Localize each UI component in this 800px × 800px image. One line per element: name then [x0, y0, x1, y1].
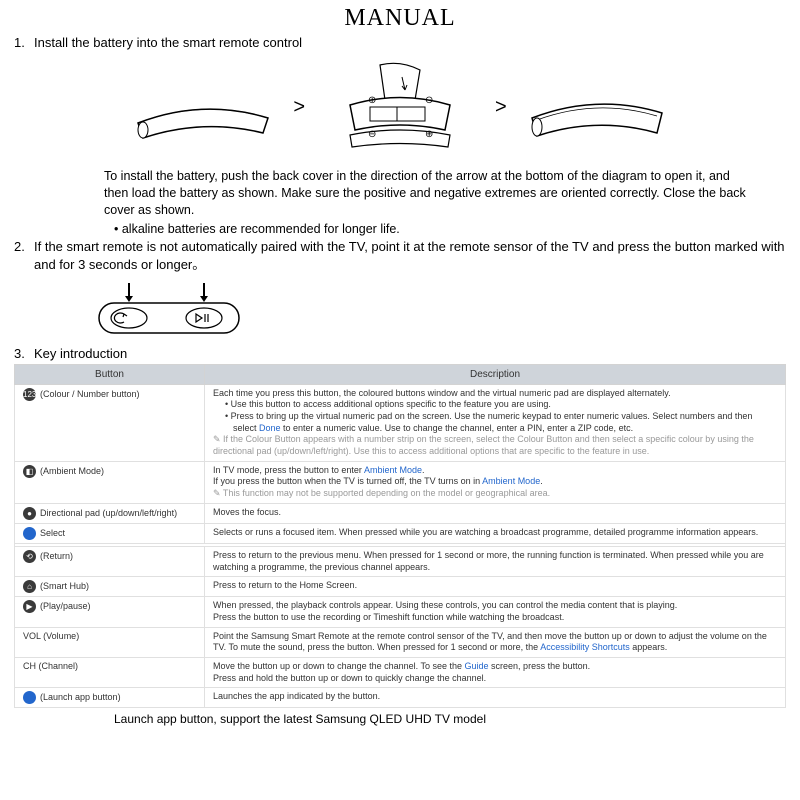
- svg-text:⊖: ⊖: [368, 129, 376, 140]
- table-row: (Launch app button) Launches the app indi…: [15, 688, 786, 708]
- button-label: (Colour / Number button): [40, 389, 140, 399]
- description-cell: Moves the focus.: [205, 503, 786, 523]
- button-cell: ▶ (Play/pause): [15, 597, 205, 627]
- step-1-text: Install the battery into the smart remot…: [34, 35, 302, 50]
- button-cell: ⌂ (Smart Hub): [15, 577, 205, 597]
- button-label: (Launch app button): [40, 692, 121, 702]
- step-1-body: To install the battery, push the back co…: [104, 168, 756, 219]
- description-line: Each time you press this button, the col…: [213, 388, 777, 400]
- button-cell: ◧ (Ambient Mode): [15, 461, 205, 503]
- description-cell: Each time you press this button, the col…: [205, 384, 786, 461]
- remote-closed-back-icon: [522, 68, 672, 148]
- table-row: ▶ (Play/pause) When pressed, the playback …: [15, 597, 786, 627]
- button-icon: ●: [23, 507, 36, 520]
- svg-text:⊖: ⊖: [425, 95, 433, 106]
- button-cell: CH (Channel): [15, 657, 205, 687]
- svg-text:⊕: ⊕: [368, 95, 376, 106]
- description-line: Selects or runs a focused item. When pre…: [213, 527, 777, 539]
- description-line: Press the button to use the recording or…: [213, 612, 777, 624]
- table-row: ⌂ (Smart Hub) Press to return to the Home …: [15, 577, 786, 597]
- button-cell: 123 (Colour / Number button): [15, 384, 205, 461]
- description-note: ✎ This function may not be supported dep…: [213, 488, 777, 500]
- diagram-separator-2: >: [495, 96, 507, 119]
- description-line: Press to return to the Home Screen.: [213, 580, 777, 592]
- page-title: MANUAL: [14, 5, 786, 32]
- description-cell: Launches the app indicated by the button…: [205, 688, 786, 708]
- step-2-number: 2.: [14, 239, 34, 254]
- table-row: VOL (Volume) Point the Samsung Smart Remo…: [15, 627, 786, 657]
- key-introduction-table: Button Description 123 (Colour / Number b…: [14, 364, 786, 709]
- table-row: ◧ (Ambient Mode) In TV mode, press the but…: [15, 461, 786, 503]
- battery-install-diagram: > ⊕ ⊖ ⊖ ⊕ >: [14, 55, 786, 160]
- button-cell: VOL (Volume): [15, 627, 205, 657]
- button-icon: ⟲: [23, 550, 36, 563]
- button-label: (Smart Hub): [40, 581, 89, 591]
- description-cell: Point the Samsung Smart Remote at the re…: [205, 627, 786, 657]
- step-3: 3. Key introduction: [14, 346, 786, 361]
- button-label: Directional pad (up/down/left/right): [40, 508, 177, 518]
- description-line: Press to return to the previous menu. Wh…: [213, 550, 777, 573]
- description-line: When pressed, the playback controls appe…: [213, 600, 777, 612]
- step-2-text: If the smart remote is not automatically…: [34, 239, 786, 273]
- button-label: (Return): [40, 551, 73, 561]
- button-label: CH (Channel): [23, 661, 78, 671]
- table-row: ⟲ (Return) Press to return to the previous…: [15, 546, 786, 576]
- description-line: Point the Samsung Smart Remote at the re…: [213, 631, 777, 654]
- description-cell: Press to return to the Home Screen.: [205, 577, 786, 597]
- button-label: (Play/pause): [40, 601, 91, 611]
- table-header-description: Description: [205, 364, 786, 384]
- step-3-text: Key introduction: [34, 346, 127, 361]
- description-line: Moves the focus.: [213, 507, 777, 519]
- button-icon: [23, 691, 36, 704]
- description-line: Move the button up or down to change the…: [213, 661, 777, 673]
- description-line: Launches the app indicated by the button…: [213, 691, 777, 703]
- pairing-button-diagram: [84, 278, 786, 341]
- step-1-number: 1.: [14, 35, 34, 50]
- button-icon: 123: [23, 388, 36, 401]
- step-3-number: 3.: [14, 346, 34, 361]
- button-icon: [23, 527, 36, 540]
- button-cell: (Launch app button): [15, 688, 205, 708]
- step-1: 1. Install the battery into the smart re…: [14, 35, 786, 50]
- diagram-separator-1: >: [293, 96, 305, 119]
- description-cell: Move the button up or down to change the…: [205, 657, 786, 687]
- button-cell: ⟲ (Return): [15, 546, 205, 576]
- description-cell: Press to return to the previous menu. Wh…: [205, 546, 786, 576]
- svg-text:⊕: ⊕: [425, 129, 433, 140]
- button-label: (Ambient Mode): [40, 466, 104, 476]
- table-row: ● Directional pad (up/down/left/right) Mov…: [15, 503, 786, 523]
- button-icon: ▶: [23, 600, 36, 613]
- footer-text: Launch app button, support the latest Sa…: [114, 712, 786, 726]
- description-line: • Use this button to access additional o…: [225, 399, 777, 411]
- button-label: VOL (Volume): [23, 631, 79, 641]
- description-note: ✎ If the Colour Button appears with a nu…: [213, 434, 777, 457]
- button-cell: ● Directional pad (up/down/left/right): [15, 503, 205, 523]
- button-label: Select: [40, 528, 65, 538]
- button-icon: ⌂: [23, 580, 36, 593]
- table-row: CH (Channel) Move the button up or down t…: [15, 657, 786, 687]
- description-cell: When pressed, the playback controls appe…: [205, 597, 786, 627]
- description-cell: In TV mode, press the button to enter Am…: [205, 461, 786, 503]
- description-line: • Press to bring up the virtual numeric …: [225, 411, 777, 434]
- description-line: Press and hold the button up or down to …: [213, 673, 777, 685]
- table-header-button: Button: [15, 364, 205, 384]
- description-line: If you press the button when the TV is t…: [213, 476, 777, 488]
- remote-closed-icon: [128, 68, 278, 148]
- description-cell: Selects or runs a focused item. When pre…: [205, 523, 786, 543]
- button-cell: Select: [15, 523, 205, 543]
- table-row: Select Selects or runs a focused item. Wh…: [15, 523, 786, 543]
- remote-open-batteries-icon: ⊕ ⊖ ⊖ ⊕: [320, 55, 480, 160]
- button-icon: ◧: [23, 465, 36, 478]
- table-row: 123 (Colour / Number button) Each time you…: [15, 384, 786, 461]
- step-2: 2. If the smart remote is not automatica…: [14, 239, 786, 273]
- description-line: In TV mode, press the button to enter Am…: [213, 465, 777, 477]
- step-1-bullet: • alkaline batteries are recommended for…: [114, 222, 786, 236]
